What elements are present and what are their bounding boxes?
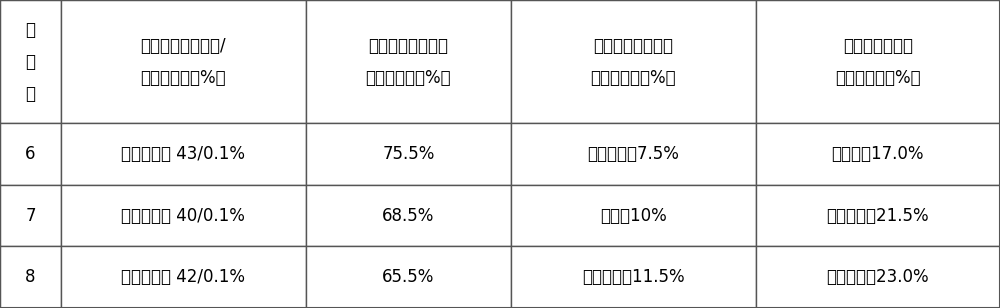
Bar xyxy=(0,0,61,123)
Text: 钽粉或铌粉所占的
体积百分比（%）: 钽粉或铌粉所占的 体积百分比（%） xyxy=(366,37,451,87)
Text: 碳酸氢铵、21.5%: 碳酸氢铵、21.5% xyxy=(826,207,929,225)
Bar xyxy=(61,246,306,308)
Text: 成型剂及其所占的
体积百分比（%）: 成型剂及其所占的 体积百分比（%） xyxy=(591,37,676,87)
Bar xyxy=(0,123,61,185)
Text: 石蜡、10%: 石蜡、10% xyxy=(600,207,667,225)
Text: 铌粉、小于 43/0.1%: 铌粉、小于 43/0.1% xyxy=(121,145,245,163)
Bar xyxy=(61,123,306,185)
Text: 68.5%: 68.5% xyxy=(382,207,435,225)
Bar xyxy=(756,123,1000,185)
Text: 7: 7 xyxy=(25,207,36,225)
Bar xyxy=(511,123,756,185)
Bar xyxy=(511,185,756,246)
Text: 钽粉、小于 40/0.1%: 钽粉、小于 40/0.1% xyxy=(121,207,245,225)
Text: 钽粉、小于 42/0.1%: 钽粉、小于 42/0.1% xyxy=(121,268,245,286)
Bar xyxy=(61,185,306,246)
Bar xyxy=(511,0,756,123)
Bar xyxy=(0,246,61,308)
Bar xyxy=(511,246,756,308)
Bar xyxy=(61,0,306,123)
Text: 实
施
例: 实 施 例 xyxy=(26,21,36,103)
Bar xyxy=(306,246,511,308)
Text: 硬脂酸锌、11.5%: 硬脂酸锌、11.5% xyxy=(582,268,685,286)
Text: 65.5%: 65.5% xyxy=(382,268,435,286)
Bar xyxy=(0,185,61,246)
Bar xyxy=(306,0,511,123)
Text: 双氧水、17.0%: 双氧水、17.0% xyxy=(832,145,924,163)
Bar xyxy=(306,123,511,185)
Text: 碳酸氢铵、23.0%: 碳酸氢铵、23.0% xyxy=(826,268,929,286)
Text: 8: 8 xyxy=(25,268,36,286)
Bar xyxy=(756,246,1000,308)
Text: 75.5%: 75.5% xyxy=(382,145,435,163)
Text: 6: 6 xyxy=(25,145,36,163)
Bar xyxy=(306,185,511,246)
Bar xyxy=(756,185,1000,246)
Text: 丁苯橡胶、7.5%: 丁苯橡胶、7.5% xyxy=(587,145,679,163)
Text: 造孔剂及其所占
体积百分比（%）: 造孔剂及其所占 体积百分比（%） xyxy=(835,37,921,87)
Bar xyxy=(756,0,1000,123)
Text: 钽粉粒径（微米）/
氧含量小于（%）: 钽粉粒径（微米）/ 氧含量小于（%） xyxy=(141,37,226,87)
